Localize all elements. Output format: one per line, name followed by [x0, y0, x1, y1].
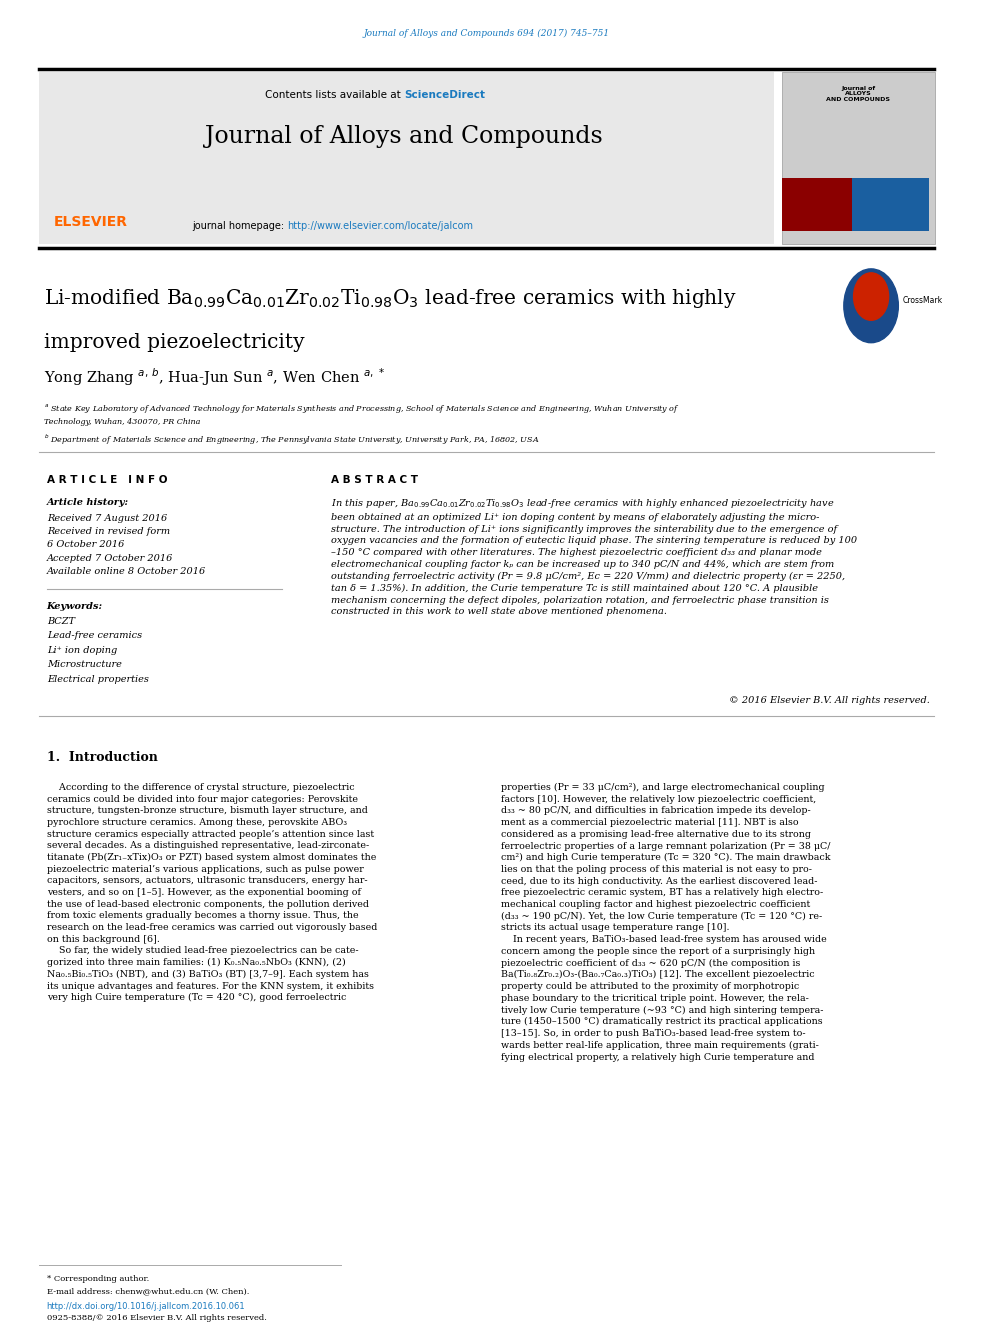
- Text: According to the difference of crystal structure, piezoelectric
ceramics could b: According to the difference of crystal s…: [47, 783, 377, 1003]
- Text: Journal of Alloys and Compounds 694 (2017) 745–751: Journal of Alloys and Compounds 694 (201…: [364, 29, 610, 38]
- FancyBboxPatch shape: [782, 73, 935, 243]
- Text: Li⁺ ion doping: Li⁺ ion doping: [47, 646, 117, 655]
- Text: ELSEVIER: ELSEVIER: [54, 214, 128, 229]
- Text: In this paper, Ba$_{0.99}$Ca$_{0.01}$Zr$_{0.02}$Ti$_{0.98}$O$_3$ lead-free ceram: In this paper, Ba$_{0.99}$Ca$_{0.01}$Zr$…: [331, 497, 857, 617]
- Circle shape: [853, 273, 889, 320]
- Text: * Corresponding author.: * Corresponding author.: [47, 1274, 149, 1282]
- Text: Accepted 7 October 2016: Accepted 7 October 2016: [47, 553, 173, 562]
- Text: Microstructure: Microstructure: [47, 660, 122, 669]
- Text: Journal of Alloys and Compounds: Journal of Alloys and Compounds: [205, 126, 603, 148]
- Text: http://dx.doi.org/10.1016/j.jallcom.2016.10.061: http://dx.doi.org/10.1016/j.jallcom.2016…: [47, 1302, 245, 1311]
- Text: © 2016 Elsevier B.V. All rights reserved.: © 2016 Elsevier B.V. All rights reserved…: [728, 696, 930, 705]
- Text: Article history:: Article history:: [47, 499, 129, 507]
- Text: Electrical properties: Electrical properties: [47, 675, 149, 684]
- Text: Keywords:: Keywords:: [47, 602, 103, 611]
- Text: Technology, Wuhan, 430070, PR China: Technology, Wuhan, 430070, PR China: [44, 418, 200, 426]
- Text: 1.  Introduction: 1. Introduction: [47, 751, 158, 765]
- Text: journal homepage:: journal homepage:: [191, 221, 287, 232]
- Text: E-mail address: chenw@whut.edu.cn (W. Chen).: E-mail address: chenw@whut.edu.cn (W. Ch…: [47, 1287, 249, 1295]
- Text: BCZT: BCZT: [47, 617, 74, 626]
- Text: Available online 8 October 2016: Available online 8 October 2016: [47, 566, 206, 576]
- Text: properties (Pr = 33 μC/cm²), and large electromechanical coupling
factors [10]. : properties (Pr = 33 μC/cm²), and large e…: [501, 783, 830, 1061]
- Text: $^b$ Department of Materials Science and Engineering, The Pennsylvania State Uni: $^b$ Department of Materials Science and…: [44, 433, 540, 447]
- Text: Li-modified Ba$_{0.99}$Ca$_{0.01}$Zr$_{0.02}$Ti$_{0.98}$O$_3$ lead-free ceramics: Li-modified Ba$_{0.99}$Ca$_{0.01}$Zr$_{0…: [44, 287, 736, 311]
- FancyBboxPatch shape: [851, 177, 930, 230]
- Text: Lead-free ceramics: Lead-free ceramics: [47, 631, 142, 640]
- Text: Journal of
ALLOYS
AND COMPOUNDS: Journal of ALLOYS AND COMPOUNDS: [826, 86, 891, 102]
- Text: http://www.elsevier.com/locate/jalcom: http://www.elsevier.com/locate/jalcom: [287, 221, 473, 232]
- Text: Contents lists available at: Contents lists available at: [265, 90, 404, 99]
- Text: Received 7 August 2016: Received 7 August 2016: [47, 515, 167, 523]
- FancyBboxPatch shape: [39, 73, 774, 243]
- Text: 6 October 2016: 6 October 2016: [47, 540, 124, 549]
- Text: Received in revised form: Received in revised form: [47, 528, 170, 536]
- Text: improved piezoelectricity: improved piezoelectricity: [44, 333, 305, 352]
- Text: A B S T R A C T: A B S T R A C T: [331, 475, 418, 484]
- FancyBboxPatch shape: [782, 177, 851, 230]
- Text: ScienceDirect: ScienceDirect: [404, 90, 485, 99]
- Circle shape: [844, 269, 899, 343]
- Text: Yong Zhang $^{a,\,b}$, Hua-Jun Sun $^a$, Wen Chen $^{a,\,*}$: Yong Zhang $^{a,\,b}$, Hua-Jun Sun $^a$,…: [44, 366, 385, 388]
- Text: 0925-8388/© 2016 Elsevier B.V. All rights reserved.: 0925-8388/© 2016 Elsevier B.V. All right…: [47, 1314, 267, 1322]
- Text: A R T I C L E   I N F O: A R T I C L E I N F O: [47, 475, 168, 484]
- Text: $^a$ State Key Laboratory of Advanced Technology for Materials Synthesis and Pro: $^a$ State Key Laboratory of Advanced Te…: [44, 402, 680, 415]
- Text: CrossMark: CrossMark: [903, 296, 942, 306]
